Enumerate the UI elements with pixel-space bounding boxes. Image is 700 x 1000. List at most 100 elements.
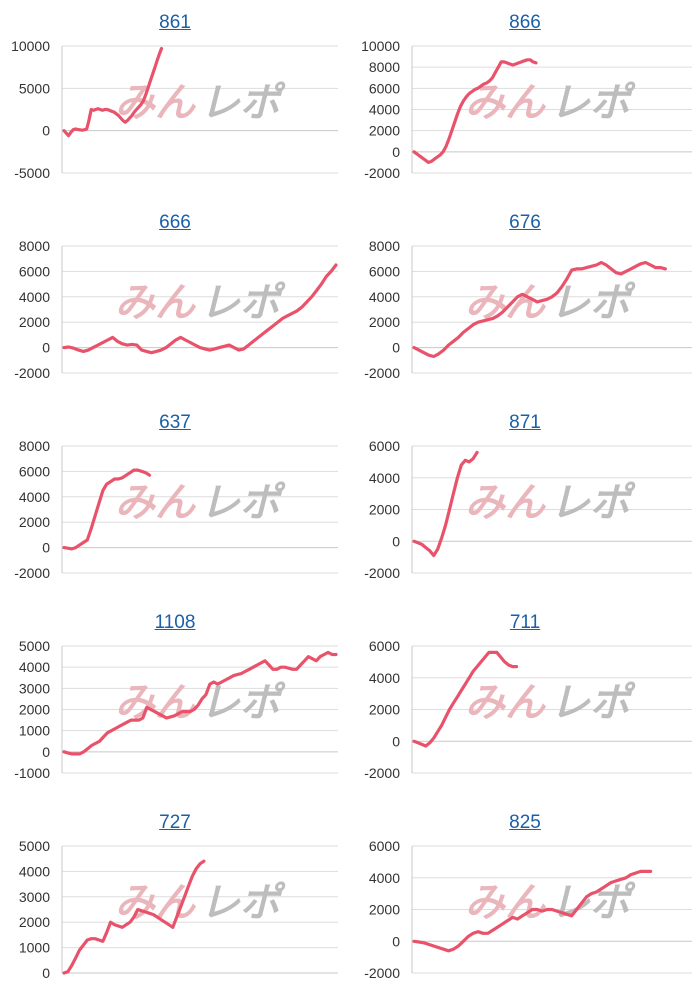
y-tick-label: 6000 [369, 638, 400, 654]
y-tick-label: 8000 [19, 438, 50, 454]
svg-text:レポ: レポ [550, 80, 636, 126]
y-tick-label: 6000 [19, 463, 50, 479]
svg-text:レポ: レポ [200, 880, 286, 926]
y-tick-label: 4000 [369, 870, 400, 886]
watermark-logo: みん レポ [115, 280, 286, 326]
machine-number-link[interactable]: 1108 [154, 612, 196, 633]
line-chart: 8000 6000 4000 2000 0 -2000 みん レポ [14, 238, 338, 381]
y-tick-label: 1000 [19, 723, 50, 739]
y-tick-label: 4000 [19, 489, 50, 505]
svg-text:みん: みん [465, 480, 547, 526]
y-tick-label: 6000 [369, 838, 400, 854]
line-chart: 6000 4000 2000 0 -2000 みん レポ [364, 838, 692, 981]
data-series-line [62, 859, 206, 975]
machine-number-link[interactable]: 666 [159, 212, 191, 233]
y-tick-label: 2000 [369, 123, 400, 139]
data-series-line [62, 46, 164, 138]
line-chart: 8000 6000 4000 2000 0 -2000 みん レポ [364, 238, 692, 381]
svg-text:レポ: レポ [550, 480, 636, 526]
y-tick-label: 5000 [19, 80, 50, 96]
y-tick-label: 2000 [369, 902, 400, 918]
y-tick-label: 4000 [369, 470, 400, 486]
y-tick-label: 2000 [19, 914, 50, 930]
svg-text:レポ: レポ [200, 280, 286, 326]
data-series-line [412, 869, 653, 953]
machine-chart-panel: 727 5000 4000 3000 2000 1000 0 みん レポ [0, 800, 350, 1000]
y-tick-label: -1000 [14, 765, 50, 781]
line-chart: 8000 6000 4000 2000 0 -2000 みん レポ [14, 438, 338, 581]
line-chart: 5000 4000 3000 2000 1000 0 -1000 みん レポ [14, 638, 338, 781]
svg-text:レポ: レポ [550, 680, 636, 726]
machine-number-link[interactable]: 866 [509, 12, 541, 33]
svg-text:レポ: レポ [550, 280, 636, 326]
y-tick-label: 3000 [19, 889, 50, 905]
y-tick-label: 6000 [369, 80, 400, 96]
svg-text:レポ: レポ [200, 680, 286, 726]
y-tick-label: -2000 [364, 365, 400, 381]
data-series-line [62, 263, 338, 355]
watermark-logo: みん レポ [465, 80, 636, 126]
y-tick-label: 4000 [369, 102, 400, 118]
y-tick-label: 6000 [369, 263, 400, 279]
machine-chart-panel: 676 8000 6000 4000 2000 0 -2000 みん レポ [350, 200, 700, 400]
y-tick-label: 8000 [369, 238, 400, 254]
machine-number-link[interactable]: 637 [159, 412, 191, 433]
y-tick-label: 1000 [19, 940, 50, 956]
y-tick-label: 0 [42, 340, 50, 356]
data-series-line [62, 468, 152, 551]
machine-chart-panel: 861 10000 5000 0 -5000 みん レポ [0, 0, 350, 200]
machine-chart-panel: 871 6000 4000 2000 0 -2000 みん レポ [350, 400, 700, 600]
y-tick-label: 0 [42, 965, 50, 981]
svg-text:みん: みん [115, 480, 197, 526]
machine-number-link[interactable]: 871 [509, 412, 541, 433]
y-tick-label: -2000 [364, 165, 400, 181]
y-tick-label: 4000 [369, 670, 400, 686]
machine-chart-panel: 825 6000 4000 2000 0 -2000 みん レポ [350, 800, 700, 1000]
watermark-logo: みん レポ [465, 880, 636, 926]
watermark-logo: みん レポ [115, 880, 286, 926]
machine-number-link[interactable]: 861 [159, 12, 191, 33]
y-tick-label: 0 [42, 540, 50, 556]
y-tick-label: -5000 [14, 165, 50, 181]
y-tick-label: 4000 [369, 289, 400, 305]
y-tick-label: 5000 [19, 838, 50, 854]
y-tick-label: 5000 [19, 638, 50, 654]
svg-text:みん: みん [465, 680, 547, 726]
y-tick-label: 0 [392, 340, 400, 356]
watermark-logo: みん レポ [465, 680, 636, 726]
y-tick-label: 8000 [19, 238, 50, 254]
line-chart: 6000 4000 2000 0 -2000 みん レポ [364, 438, 692, 581]
y-tick-label: 2000 [19, 314, 50, 330]
y-tick-label: 4000 [19, 863, 50, 879]
machine-chart-panel: 866 10000 8000 6000 4000 2000 0 -2000 みん レポ [350, 0, 700, 200]
y-tick-label: -2000 [364, 565, 400, 581]
machine-number-link[interactable]: 711 [509, 612, 541, 633]
y-tick-label: -2000 [14, 365, 50, 381]
y-tick-label: 0 [392, 533, 400, 549]
data-series-line [412, 650, 519, 748]
machine-number-link[interactable]: 825 [509, 812, 541, 833]
y-tick-label: 10000 [361, 38, 400, 54]
line-chart: 5000 4000 3000 2000 1000 0 みん レポ [19, 838, 338, 981]
line-chart: 6000 4000 2000 0 -2000 みん レポ [364, 638, 692, 781]
y-tick-label: 10000 [11, 38, 50, 54]
y-tick-label: 6000 [19, 263, 50, 279]
machine-number-link[interactable]: 676 [509, 212, 541, 233]
y-tick-label: 8000 [369, 59, 400, 75]
y-tick-label: 0 [42, 123, 50, 139]
machine-number-link[interactable]: 727 [159, 812, 191, 833]
svg-text:みん: みん [115, 880, 197, 926]
svg-text:レポ: レポ [200, 80, 286, 126]
watermark-logo: みん レポ [465, 480, 636, 526]
svg-text:みん: みん [465, 880, 547, 926]
y-tick-label: 2000 [19, 514, 50, 530]
y-tick-label: -2000 [364, 765, 400, 781]
svg-text:みん: みん [465, 280, 547, 326]
watermark-logo: みん レポ [115, 480, 286, 526]
machine-chart-panel: 711 6000 4000 2000 0 -2000 みん レポ [350, 600, 700, 800]
y-tick-label: -2000 [364, 965, 400, 981]
y-tick-label: 0 [392, 933, 400, 949]
y-tick-label: 6000 [369, 438, 400, 454]
machine-chart-panel: 666 8000 6000 4000 2000 0 -2000 みん レポ [0, 200, 350, 400]
